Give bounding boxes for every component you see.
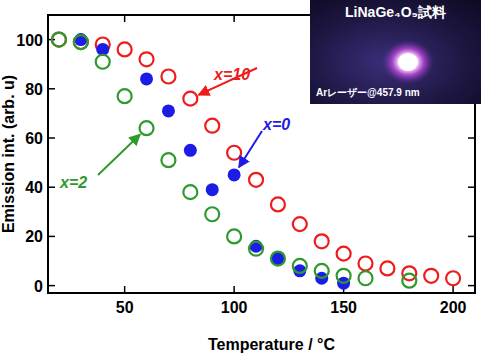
x-axis-label: Temperature / °C — [208, 336, 335, 353]
y-tick-label: 80 — [25, 81, 43, 98]
annotation: x=2 — [59, 174, 87, 191]
annotation-arrow — [98, 134, 140, 175]
x-tick — [233, 286, 235, 293]
x-tick-top — [233, 15, 235, 22]
inset-spot — [398, 53, 418, 71]
point — [228, 168, 241, 181]
point — [337, 247, 351, 261]
point — [74, 35, 88, 49]
point — [140, 52, 154, 66]
y-tick-right — [468, 236, 475, 238]
point — [359, 256, 373, 270]
x-tick — [124, 286, 126, 293]
y-tick-right — [468, 186, 475, 188]
y-tick-label: 60 — [25, 130, 43, 147]
point — [140, 121, 154, 135]
point — [446, 271, 460, 285]
y-tick-label: 20 — [25, 228, 43, 245]
series-0 — [52, 33, 460, 286]
point — [402, 274, 416, 288]
y-tick — [48, 88, 55, 90]
x-tick — [452, 286, 454, 293]
point — [424, 269, 438, 283]
point — [227, 146, 241, 160]
point — [183, 185, 197, 199]
x-tick-label: 100 — [221, 299, 248, 316]
point — [162, 104, 175, 117]
x-tick-label: 200 — [440, 299, 467, 316]
point — [205, 119, 219, 133]
point — [205, 207, 219, 221]
y-tick — [48, 236, 55, 238]
inset-photo — [310, 0, 481, 104]
annotation-arrow — [239, 131, 262, 167]
y-tick-right — [468, 285, 475, 287]
point — [293, 217, 307, 231]
y-tick — [48, 285, 55, 287]
inset: LiNaGe₄O₉試料 Arレーザー@457.9 nm — [310, 0, 481, 104]
x-tick-top — [124, 15, 126, 22]
inset-caption: Arレーザー@457.9 nm — [316, 87, 420, 98]
point — [227, 229, 241, 243]
point — [52, 33, 66, 47]
point — [184, 144, 197, 157]
y-axis-label: Emission int. (arb. u) — [0, 75, 17, 233]
point — [359, 271, 373, 285]
point — [206, 183, 219, 196]
plot-frame — [48, 15, 475, 293]
y-tick-label: 40 — [25, 179, 43, 196]
y-tick — [48, 137, 55, 139]
point — [271, 252, 284, 265]
y-tick-label: 0 — [34, 278, 43, 295]
inset-glow — [382, 40, 434, 84]
point — [183, 92, 197, 106]
point — [271, 252, 285, 266]
point — [52, 33, 66, 47]
point — [249, 173, 263, 187]
point — [140, 72, 153, 85]
y-tick-label: 100 — [16, 32, 43, 49]
point — [161, 153, 175, 167]
point — [293, 259, 307, 273]
point — [118, 89, 132, 103]
plot-area — [52, 33, 460, 290]
x-tick-label: 150 — [330, 299, 357, 316]
chart: 50 100 150 200 0 20 40 60 80 100 Temperature / °C E… — [0, 0, 483, 363]
point — [271, 197, 285, 211]
point — [315, 264, 329, 278]
point — [161, 70, 175, 84]
y-tick — [48, 186, 55, 188]
point — [380, 261, 394, 275]
inset-title: LiNaGe₄O₉試料 — [345, 4, 446, 20]
point — [337, 269, 351, 283]
point — [315, 234, 329, 248]
series-1 — [74, 33, 350, 290]
annotation: x=0 — [262, 116, 290, 133]
x-tick-label: 50 — [116, 299, 134, 316]
point — [249, 242, 263, 256]
annotation: x=10 — [213, 66, 250, 83]
y-tick-right — [468, 137, 475, 139]
point — [118, 42, 132, 56]
point — [96, 55, 110, 69]
